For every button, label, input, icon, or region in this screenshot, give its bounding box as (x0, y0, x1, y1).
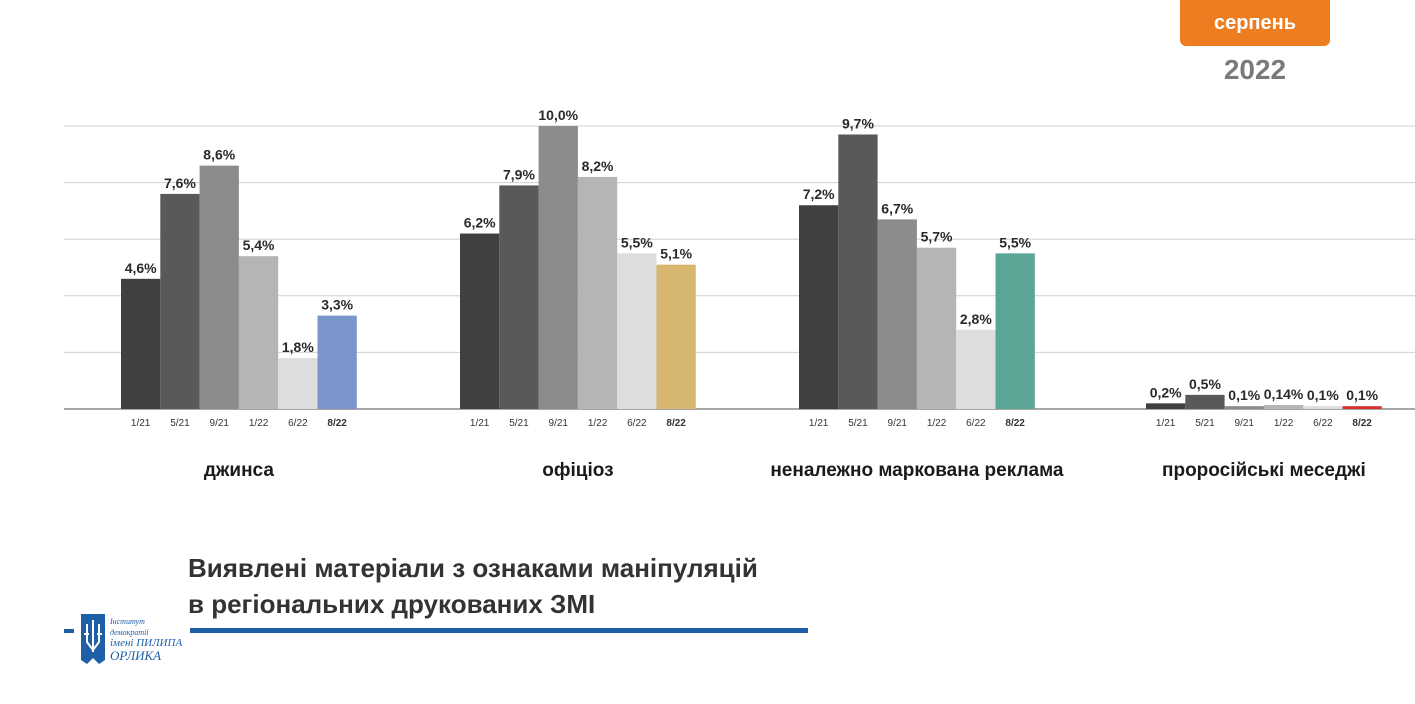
institute-logo: Інститут демократії імені ПИЛИПА ОРЛИКА (80, 612, 185, 666)
data-label: 6,7% (881, 200, 913, 216)
bar (199, 165, 239, 409)
tick-label: 6/22 (1313, 418, 1333, 429)
bar (278, 358, 318, 409)
bar (877, 219, 917, 409)
bar (617, 253, 657, 409)
tick-label: 1/22 (1274, 418, 1294, 429)
data-label: 4,6% (125, 260, 157, 276)
group-label: джинса (204, 460, 274, 481)
data-label: 7,9% (503, 166, 535, 182)
tick-label: 8/22 (666, 418, 686, 429)
bar (1342, 406, 1382, 409)
logo-line-3: ОРЛИКА (110, 648, 162, 663)
bar (1224, 406, 1264, 409)
tick-label: 1/21 (809, 418, 829, 429)
title-line-1: Виявлені матеріали з ознаками маніпуляці… (188, 553, 758, 583)
group-label: проросійські меседжі (1162, 460, 1366, 481)
tick-label: 9/21 (549, 418, 569, 429)
bar (538, 126, 578, 409)
tick-label: 5/21 (1195, 418, 1215, 429)
bar (916, 247, 957, 409)
bar (1146, 403, 1186, 409)
data-label: 0,2% (1150, 384, 1182, 400)
group-label: неналежно маркована реклама (770, 460, 1064, 481)
bar (1185, 394, 1225, 409)
tick-label: 1/21 (1156, 418, 1176, 429)
bar (121, 278, 161, 409)
data-label: 6,2% (464, 215, 496, 231)
data-label: 0,1% (1346, 387, 1378, 403)
data-label: 9,7% (842, 115, 874, 131)
bar (1263, 405, 1304, 409)
data-label: 7,6% (164, 175, 196, 191)
tick-label: 6/22 (627, 418, 647, 429)
data-label: 3,3% (321, 297, 353, 313)
tick-label: 1/22 (588, 418, 608, 429)
tick-label: 5/21 (170, 418, 190, 429)
tick-label: 9/21 (1235, 418, 1255, 429)
data-label: 5,1% (660, 246, 692, 262)
bar (995, 253, 1035, 409)
tick-label: 1/21 (131, 418, 151, 429)
data-label: 5,5% (999, 234, 1031, 250)
tick-label: 9/21 (888, 418, 908, 429)
tick-label: 8/22 (1005, 418, 1025, 429)
bar (238, 256, 279, 409)
tick-label: 8/22 (1352, 418, 1372, 429)
data-label: 5,4% (243, 237, 275, 253)
title-rule-stub (64, 629, 74, 633)
page-title: Виявлені матеріали з ознаками маніпуляці… (188, 550, 758, 622)
tick-label: 1/22 (927, 418, 947, 429)
title-line-2: в регіональних друкованих ЗМІ (188, 589, 596, 619)
data-label: 0,14% (1264, 386, 1304, 402)
tick-label: 5/21 (509, 418, 529, 429)
logo-line-1: Інститут демократії (110, 617, 149, 637)
data-label: 5,5% (621, 234, 653, 250)
bar (799, 205, 839, 409)
bar (160, 193, 200, 409)
data-label: 10,0% (538, 107, 578, 123)
month-badge: серпень (1180, 0, 1330, 46)
bar-chart: 4,6% 1/21 7,6% 5/21 8,6% 9/21 5,4% 1/22 1,8% 6/22… (64, 107, 1415, 481)
bar (1303, 406, 1343, 409)
data-label: 0,5% (1189, 376, 1221, 392)
data-label: 5,7% (921, 229, 953, 245)
bar (838, 134, 878, 410)
title-rule (190, 628, 808, 633)
tick-label: 1/22 (249, 418, 269, 429)
bar (499, 185, 539, 409)
group-label: офіціоз (542, 460, 613, 481)
data-label: 8,6% (203, 147, 235, 163)
tick-label: 1/21 (470, 418, 490, 429)
tick-label: 9/21 (210, 418, 230, 429)
tick-label: 6/22 (288, 418, 308, 429)
tick-label: 6/22 (966, 418, 986, 429)
logo-line-2: імені ПИЛИПА (110, 637, 183, 649)
data-label: 0,1% (1228, 387, 1260, 403)
bar (460, 233, 500, 409)
data-label: 8,2% (582, 158, 614, 174)
data-label: 2,8% (960, 311, 992, 327)
tick-label: 5/21 (848, 418, 868, 429)
data-label: 0,1% (1307, 387, 1339, 403)
tick-label: 8/22 (327, 418, 347, 429)
trident-emblem-icon (81, 614, 105, 664)
bar (577, 176, 618, 409)
bar (656, 264, 696, 409)
data-label: 7,2% (803, 186, 835, 202)
bar (956, 329, 996, 409)
bar (317, 315, 357, 409)
data-label: 1,8% (282, 339, 314, 355)
year-label: 2022 (1223, 54, 1287, 85)
